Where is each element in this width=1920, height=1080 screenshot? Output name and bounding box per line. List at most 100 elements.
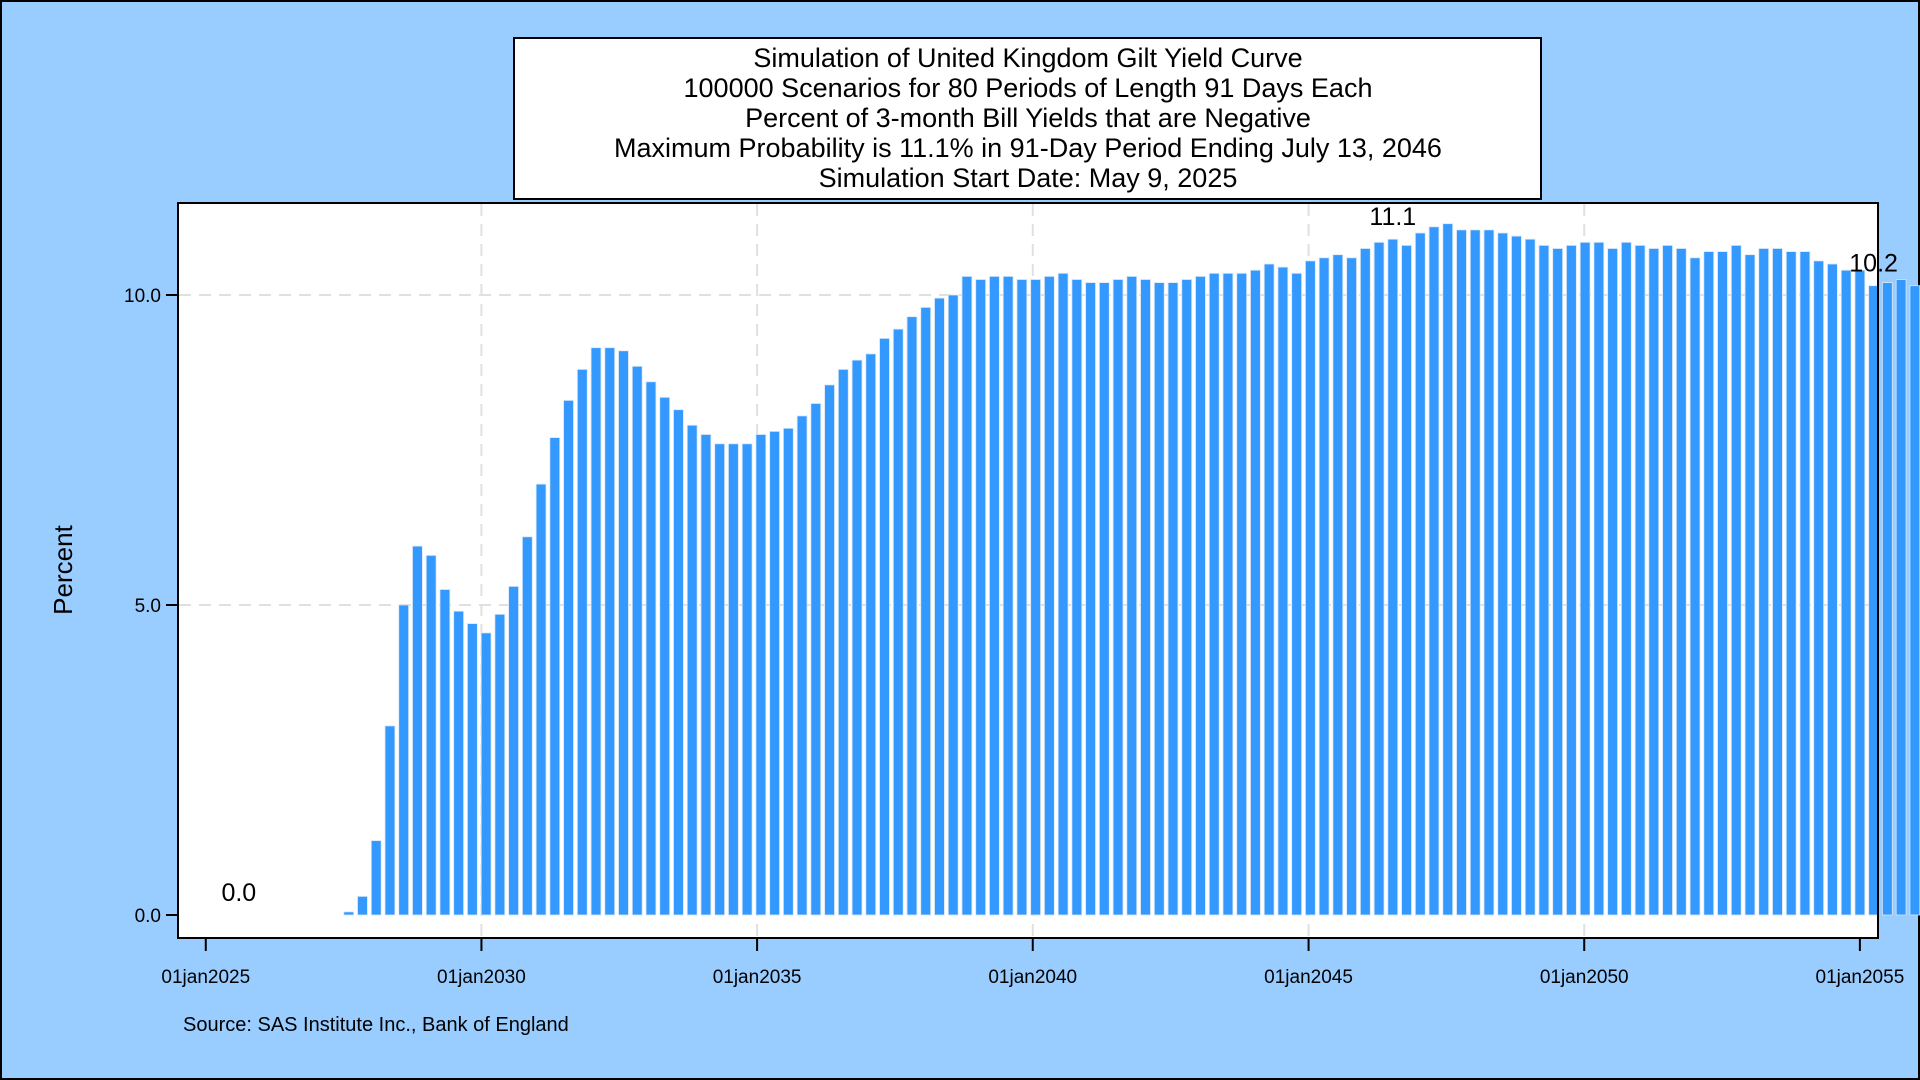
bar [618,350,629,916]
bar [1497,232,1509,916]
bar [398,604,410,916]
bar [1730,244,1742,916]
bar [728,443,739,916]
bar [865,353,877,916]
bar [467,623,478,916]
bar [1140,279,1151,916]
bar [1538,244,1550,916]
bar [1428,226,1440,916]
bar [1057,272,1069,916]
bar [1126,275,1138,916]
bar [1634,244,1646,916]
bar [1579,241,1591,916]
bar [1744,254,1756,916]
bar [1318,257,1330,916]
bar [686,424,698,916]
bar [1607,248,1618,916]
annotations: 0.0 11.1 10.2 [221,203,1898,907]
bar [1181,279,1193,916]
bar [1153,282,1165,916]
bar [920,306,932,916]
bar [1717,251,1728,916]
bar [521,536,533,916]
bar [1332,254,1344,916]
bar [659,396,671,916]
x-tick-label: 01jan2050 [1540,967,1629,988]
bar [1167,282,1179,916]
bar [1758,248,1770,916]
bar [1387,238,1399,916]
bar [1620,241,1632,916]
bar [1222,272,1234,916]
bars [343,223,1920,916]
bar [1195,275,1206,916]
bar [851,359,863,916]
bar [1414,232,1426,916]
axes: 0.0 5.0 10.0 01jan2025 01jan2030 01jan2035 01j… [124,202,1905,988]
bar [879,337,890,916]
bar [1813,260,1825,916]
bar [549,437,561,916]
bar [1277,266,1289,916]
title-line-4: Maximum Probability is 11.1% in 91-Day P… [614,133,1442,163]
bar [1785,251,1797,916]
bar [384,725,396,916]
bar [1483,229,1495,916]
bar [480,632,492,916]
bar [1895,279,1907,916]
bar [975,279,987,916]
y-tick-label: 5.0 [135,596,161,617]
title-line-3: Percent of 3-month Bill Yields that are … [745,103,1311,133]
bar [412,545,423,916]
bar [370,840,382,916]
bar [563,399,574,916]
bar [1511,235,1522,916]
x-tick-label: 01jan2025 [161,967,250,988]
title-line-2: 100000 Scenarios for 80 Periods of Lengt… [684,73,1373,103]
bar [1291,272,1302,916]
bar [989,275,1000,916]
bar [1689,257,1701,916]
bar [1524,238,1536,916]
bar [961,275,973,916]
bar [1002,275,1014,916]
bar [755,434,767,916]
x-tick-label: 01jan2055 [1816,967,1905,988]
data-label: 0.0 [221,879,256,907]
bar [453,610,464,916]
bar [1840,269,1852,916]
bar [1882,282,1893,916]
x-tick-label: 01jan2030 [437,967,526,988]
bar [892,328,904,916]
bar [741,443,753,916]
bar [1098,282,1110,916]
data-label: 11.1 [1369,203,1416,231]
bar [1071,279,1083,916]
bar [769,430,780,916]
bar [934,297,945,916]
bar [796,415,808,916]
bar [782,427,794,916]
bar [714,443,726,916]
bar [1016,279,1028,916]
bar [1593,241,1605,916]
bar [494,613,506,916]
bar [1799,251,1811,916]
bar [357,896,368,916]
bar [1359,248,1371,916]
bar [1909,285,1920,916]
bar [810,403,822,916]
x-tick-label: 01jan2035 [713,967,802,988]
title-line-5: Simulation Start Date: May 9, 2025 [819,163,1238,193]
bar [645,381,657,916]
bar [343,911,355,916]
y-tick-label: 10.0 [124,286,161,307]
y-axis-label: Percent [48,524,78,614]
bar [576,368,588,916]
bar [1263,263,1275,916]
bar [604,347,616,916]
bar [1827,263,1838,916]
bar [1772,248,1783,916]
bar [631,365,643,916]
